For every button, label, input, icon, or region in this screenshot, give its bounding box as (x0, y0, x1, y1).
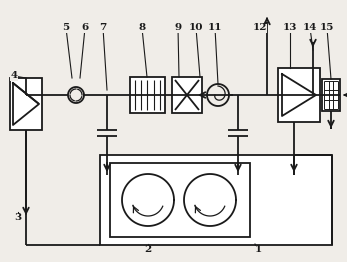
Bar (110, 163, 250, 237)
Bar (10, 78, 42, 130)
Text: 11: 11 (208, 24, 222, 32)
Bar (172, 77, 202, 113)
Text: 13: 13 (283, 24, 297, 32)
Text: 4: 4 (10, 72, 18, 80)
Text: 3: 3 (15, 214, 22, 222)
Text: 15: 15 (320, 24, 334, 32)
Text: 2: 2 (144, 245, 152, 254)
Text: 12: 12 (253, 24, 267, 32)
Bar (322, 79, 340, 111)
Bar (278, 68, 320, 122)
Text: 1: 1 (254, 245, 262, 254)
Bar (100, 155, 332, 245)
Text: 9: 9 (175, 24, 181, 32)
Text: 7: 7 (99, 24, 107, 32)
Text: 6: 6 (82, 24, 88, 32)
Text: 8: 8 (138, 24, 145, 32)
Text: 10: 10 (189, 24, 203, 32)
Text: 5: 5 (62, 24, 69, 32)
Bar (130, 77, 165, 113)
Text: 14: 14 (303, 24, 317, 32)
